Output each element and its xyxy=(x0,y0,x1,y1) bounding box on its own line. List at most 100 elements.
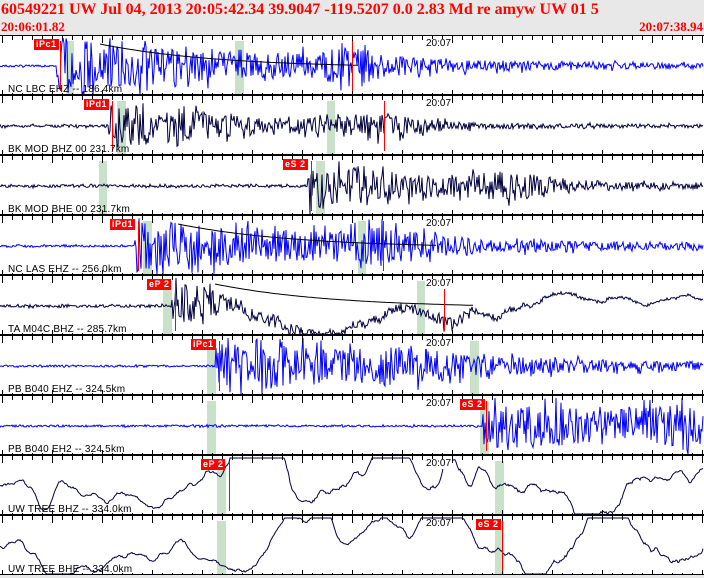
time-tick-label: 20:07 xyxy=(425,98,453,109)
phase-pick-label[interactable]: eS 2 xyxy=(476,519,501,530)
channel-label: TA M04C BHZ -- 285.7km xyxy=(8,324,127,335)
event-summary-text: 60549221 UW Jul 04, 2013 20:05:42.34 39.… xyxy=(1,1,599,18)
trace-panel[interactable]: eP 2 20:07 TA M04C BHZ -- 285.7km xyxy=(0,275,704,335)
coda-pick-line[interactable] xyxy=(383,221,384,271)
trace-panel-inner: iPc1 20:07 PB B040 EHZ -- 324.5km xyxy=(0,336,704,395)
phase-pick-line[interactable] xyxy=(311,161,312,211)
phase-pick-line[interactable] xyxy=(138,221,139,271)
time-tick-label: 20:07 xyxy=(425,278,453,289)
time-tick-label: 20:07 xyxy=(425,218,453,229)
waveform-trace xyxy=(0,277,703,334)
phase-pick-label[interactable]: iPd1 xyxy=(84,99,110,110)
phase-pick-label[interactable]: eP 2 xyxy=(147,279,172,290)
time-axis-ticks xyxy=(0,210,704,214)
event-header-line: 60549221 UW Jul 04, 2013 20:05:42.34 39.… xyxy=(0,0,704,20)
coda-pick-line[interactable] xyxy=(384,101,385,151)
phase-pick-label[interactable]: eP 2 xyxy=(201,459,226,470)
channel-label: UW TREE BHE -- 334.0km xyxy=(8,564,133,575)
time-range-header: 20:06:01.82 20:07:38.94 xyxy=(0,19,704,35)
time-axis-ticks xyxy=(0,156,704,163)
trace-panel-inner: eS 2 20:07 UW TREE BHE -- 334.0km xyxy=(0,516,704,575)
trace-panel[interactable]: iPd1 20:07 BK MOD BHZ 00 231.7km xyxy=(0,95,704,155)
channel-label: BK MOD BHZ 00 231.7km xyxy=(8,144,130,155)
measurement-window xyxy=(470,341,479,394)
channel-label: NC LAS EHZ -- 256.0km xyxy=(8,264,122,275)
waveform-trace xyxy=(0,397,704,454)
measurement-window xyxy=(207,341,216,394)
phase-pick-line[interactable] xyxy=(486,401,487,451)
trace-panel[interactable]: iPc1 20:07 NC LBC EHZ -- 186.4km xyxy=(0,35,704,95)
trace-panel[interactable]: eS 2 20:07 PB B040 EH2 -- 324.5km xyxy=(0,395,704,455)
measurement-window xyxy=(163,281,172,334)
time-tick-label: 20:07 xyxy=(425,38,453,49)
channel-label: BK MOD BHE 00 231.7km xyxy=(8,204,131,215)
channel-label: PB B040 EHZ -- 324.5km xyxy=(8,384,126,395)
time-axis-ticks xyxy=(0,150,704,154)
phase-pick-line[interactable] xyxy=(502,521,503,571)
trace-panel-inner: eP 2 20:07 TA M04C BHZ -- 285.7km xyxy=(0,276,704,335)
measurement-window xyxy=(495,461,504,514)
time-axis-ticks xyxy=(0,510,704,514)
trace-panel[interactable]: eS 2 20:07 UW TREE BHE -- 334.0km xyxy=(0,515,704,575)
time-tick-label: 20:07 xyxy=(425,518,453,529)
waveform-trace xyxy=(0,517,704,574)
time-tick-label: 20:07 xyxy=(425,458,453,469)
window-end-time: 20:07:38.94 xyxy=(639,19,703,34)
trace-panel[interactable]: iPd1 20:07 NC LAS EHZ -- 256.0km xyxy=(0,215,704,275)
trace-panel-inner: iPd1 20:07 NC LAS EHZ -- 256.0km xyxy=(0,216,704,275)
phase-pick-line[interactable] xyxy=(60,41,61,91)
time-axis-ticks xyxy=(0,276,704,283)
measurement-window xyxy=(495,521,504,574)
phase-pick-line[interactable] xyxy=(112,101,113,151)
phase-pick-label[interactable]: iPd1 xyxy=(110,219,136,230)
time-tick-label: 20:07 xyxy=(425,338,453,349)
time-axis-ticks xyxy=(0,570,704,574)
measurement-window xyxy=(66,41,74,94)
channel-label: PB B040 EH2 -- 324.5km xyxy=(8,444,125,455)
time-axis-ticks xyxy=(0,36,704,43)
waveform-trace xyxy=(0,37,704,94)
time-axis-ticks xyxy=(0,270,704,274)
phase-pick-line[interactable] xyxy=(175,281,176,331)
time-axis-ticks xyxy=(0,330,704,334)
phase-pick-label[interactable]: iPc1 xyxy=(191,339,216,350)
time-axis-ticks xyxy=(0,390,704,394)
waveform-trace xyxy=(0,457,704,514)
phase-pick-label[interactable]: iPc1 xyxy=(34,39,59,50)
waveform-trace xyxy=(0,218,704,274)
window-start-time: 20:06:01.82 xyxy=(1,19,65,34)
trace-panel-inner: iPd1 20:07 BK MOD BHZ 00 231.7km xyxy=(0,96,704,155)
measurement-window xyxy=(217,461,226,514)
trace-panel-inner: eP 2 20:07 UW TREE BHZ -- 334.0km xyxy=(0,456,704,515)
phase-pick-line[interactable] xyxy=(219,341,220,391)
time-axis-ticks xyxy=(0,516,704,523)
waveform-trace xyxy=(0,161,704,214)
time-axis-ticks xyxy=(0,96,704,103)
measurement-window xyxy=(417,281,425,334)
phase-pick-label[interactable]: eS 2 xyxy=(460,399,485,410)
phase-pick-line[interactable] xyxy=(229,461,230,511)
phase-pick-label[interactable]: eS 2 xyxy=(283,159,308,170)
trace-panel[interactable]: iPc1 20:07 PB B040 EHZ -- 324.5km xyxy=(0,335,704,395)
coda-pick-line[interactable] xyxy=(352,41,353,91)
measurement-window xyxy=(316,161,325,214)
time-tick-label: 20:07 xyxy=(425,398,453,409)
time-axis-ticks xyxy=(0,450,704,454)
waveform-trace xyxy=(0,103,704,148)
measurement-window xyxy=(207,401,216,454)
trace-panel-inner: eS 2 BK MOD BHE 00 231.7km xyxy=(0,156,704,215)
trace-panel-inner: iPc1 20:07 NC LBC EHZ -- 186.4km xyxy=(0,36,704,95)
measurement-window xyxy=(117,101,126,154)
trace-panel[interactable]: eS 2 BK MOD BHE 00 231.7km xyxy=(0,155,704,215)
channel-label: NC LBC EHZ -- 186.4km xyxy=(8,84,123,95)
channel-label: UW TREE BHZ -- 334.0km xyxy=(8,504,132,515)
time-axis-ticks xyxy=(0,396,704,403)
trace-panel-inner: eS 2 20:07 PB B040 EH2 -- 324.5km xyxy=(0,396,704,455)
trace-panel[interactable]: eP 2 20:07 UW TREE BHZ -- 334.0km xyxy=(0,455,704,515)
time-axis-ticks xyxy=(0,456,704,463)
time-axis-ticks xyxy=(0,336,704,343)
time-axis-ticks xyxy=(0,90,704,94)
time-axis-ticks xyxy=(0,216,704,223)
coda-pick-line[interactable] xyxy=(444,281,445,331)
